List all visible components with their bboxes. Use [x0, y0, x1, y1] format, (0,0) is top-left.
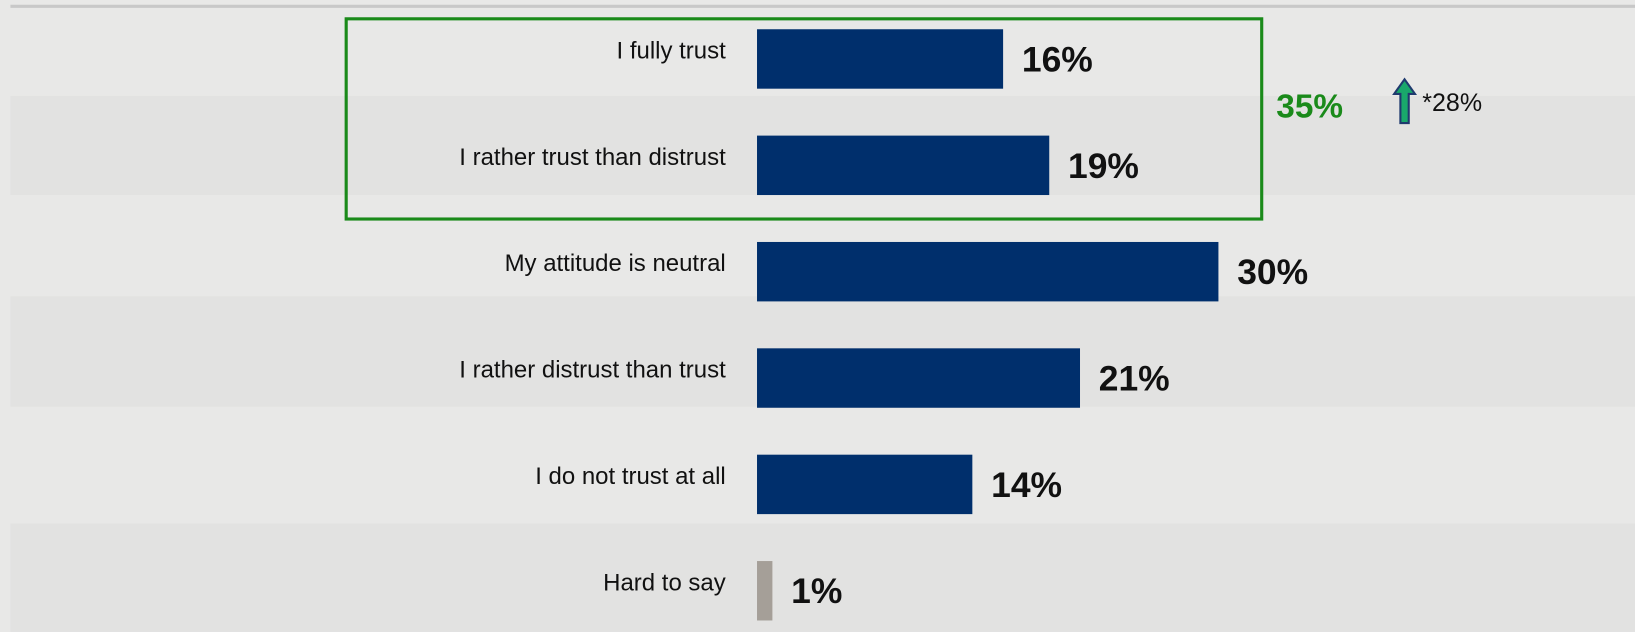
- value-label: 30%: [1237, 252, 1308, 292]
- category-label: I rather trust than distrust: [459, 144, 726, 171]
- bar: [757, 454, 973, 515]
- bar: [757, 135, 1050, 196]
- up-arrow: [1392, 77, 1418, 125]
- category-label: I fully trust: [617, 38, 727, 65]
- value-label: 14%: [991, 465, 1062, 505]
- category-label: My attitude is neutral: [505, 250, 726, 277]
- bar: [757, 241, 1219, 302]
- group-bracket: [344, 17, 1264, 221]
- rows: I fully trust 16% I rather trust than dist…: [459, 29, 1308, 621]
- value-label: 16%: [1022, 39, 1093, 79]
- value-label: 1%: [791, 571, 842, 611]
- group-total: 35%: [1276, 88, 1343, 125]
- category-label: I do not trust at all: [535, 463, 726, 490]
- row-stripe: [10, 523, 1635, 632]
- value-label: 21%: [1099, 359, 1170, 399]
- category-label: Hard to say: [603, 569, 726, 596]
- bar: [757, 29, 1004, 89]
- bar: [757, 561, 773, 621]
- bar: [757, 348, 1081, 408]
- category-label: I rather distrust than trust: [459, 357, 726, 384]
- value-label: 19%: [1068, 146, 1139, 186]
- comparison-note: *28%: [1422, 89, 1482, 117]
